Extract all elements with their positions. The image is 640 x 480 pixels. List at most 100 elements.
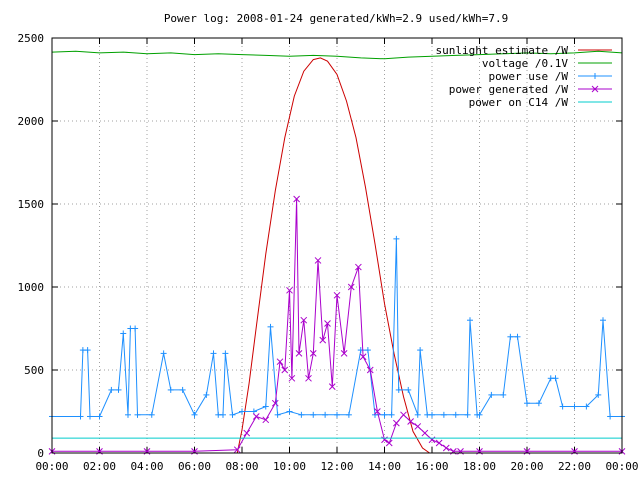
series-power-use-w-point	[345, 411, 352, 418]
y-tick-label: 1500	[18, 198, 45, 211]
series-power-generated-w-point	[374, 408, 381, 415]
x-tick-label: 06:00	[178, 460, 211, 473]
series-power-generated-w	[48, 195, 626, 455]
x-tick-label: 12:00	[320, 460, 353, 473]
series-power-use-w-point	[429, 411, 435, 418]
series-power-use-w-point	[414, 411, 421, 418]
x-tick-label: 20:00	[510, 460, 543, 473]
series-power-generated-w-point	[407, 418, 414, 425]
legend-label: sunlight estimate /W	[436, 44, 569, 57]
series-power-use-w-point	[108, 386, 115, 393]
legend-label: power on C14 /W	[469, 96, 569, 109]
series-power-generated-w-point	[400, 411, 407, 419]
series-power-use-w-point	[405, 386, 412, 393]
legend-sample-marker	[591, 85, 599, 93]
y-tick-label: 2000	[18, 115, 45, 128]
x-tick-label: 10:00	[273, 460, 306, 473]
series-power-use-w-point	[440, 411, 447, 418]
series-power-use-w-point	[310, 411, 317, 418]
series-power-use-w-point	[395, 386, 402, 393]
series-power-generated-w-point	[252, 413, 260, 420]
series-power-use-w-point	[372, 411, 378, 418]
series-power-generated-w-point	[340, 350, 348, 357]
series-power-generated-w-point	[385, 439, 393, 447]
series-power-use-w-point	[452, 411, 459, 418]
series-power-use-w-point	[148, 411, 155, 418]
series-power-generated-w-point	[309, 350, 317, 357]
series-power-use-w-point	[583, 403, 590, 410]
series-power-generated-w-point	[281, 366, 289, 374]
series-power-use-w-point	[229, 411, 236, 418]
series-power-generated-w-point	[314, 257, 322, 264]
series-power-use-w-point	[559, 403, 566, 410]
series-power-use-w-point	[524, 400, 530, 407]
series-power-use-w-point	[364, 347, 371, 354]
series-power-use-w-line	[52, 238, 622, 417]
series-power-generated-w-point	[300, 316, 308, 324]
series-power-use-w-point	[134, 411, 141, 418]
series-power-use-w-point	[381, 411, 388, 418]
series-sunlight-estimate-w	[236, 57, 430, 454]
series-power-generated-w-point	[262, 416, 270, 424]
series-power-generated-w-point	[435, 439, 443, 447]
series-power-use-w-point	[96, 413, 103, 420]
series-power-use-w-point	[334, 411, 340, 418]
series-power-use-w-point	[262, 403, 269, 410]
x-tick-label: 00:00	[605, 460, 638, 473]
series-power-use-w-point	[274, 411, 281, 418]
series-power-generated-w-point	[305, 374, 312, 382]
series-power-use-w-point	[125, 411, 131, 418]
series-power-generated-w-point	[243, 429, 251, 437]
series-sunlight-estimate-w-line	[236, 57, 430, 454]
series-power-use-w-point	[222, 350, 229, 357]
series-power-use-w-point	[210, 350, 217, 357]
series-power-generated-w-point	[442, 444, 450, 452]
x-tick-label: 14:00	[368, 460, 401, 473]
series-power-generated-w-point	[288, 374, 296, 382]
series-power-use-w-point	[600, 317, 606, 324]
series-power-use-w-point	[87, 413, 93, 420]
series-power-generated-w-point	[286, 286, 293, 294]
x-tick-label: 00:00	[35, 460, 68, 473]
series-power-generated-w-point	[366, 366, 374, 374]
series-power-use-w-point	[220, 411, 226, 418]
y-axis-ticks: 0 500 1000 1500 2000 2500	[18, 32, 622, 460]
series-power-generated-w-point	[414, 423, 422, 430]
series-power-use-w-point	[179, 386, 186, 393]
x-tick-label: 22:00	[558, 460, 591, 473]
series-power-generated-w-point	[328, 383, 336, 390]
y-tick-label: 1000	[18, 281, 45, 294]
x-tick-label: 04:00	[130, 460, 163, 473]
series-power-use-w-point	[514, 333, 521, 340]
series-power-use-w-point	[500, 391, 507, 398]
series-power-use-w-point	[267, 323, 274, 330]
series-voltage-0-1v	[51, 50, 623, 60]
chart-title: Power log: 2008-01-24 generated/kWh=2.9 …	[164, 12, 508, 25]
x-tick-label: 08:00	[225, 460, 258, 473]
series-power-use-w-point	[203, 391, 210, 398]
legend-label: power use /W	[489, 70, 569, 83]
y-tick-label: 0	[37, 447, 44, 460]
series-power-generated-w-point	[271, 399, 279, 407]
y-tick-label: 500	[24, 364, 44, 377]
series-power-use-w-point	[388, 411, 395, 418]
series-power-use-w-point	[571, 403, 578, 410]
series-power-use-w-point	[322, 411, 329, 418]
series-power-use-w-point	[120, 330, 127, 337]
series-power-use-w-point	[417, 347, 424, 354]
series-power-generated-w-point	[276, 358, 284, 366]
series-power-use-w-point	[476, 411, 483, 418]
series-power-use-w-point	[115, 386, 122, 393]
series-power-use-w-point	[595, 391, 602, 398]
series-power-use-w-point	[160, 350, 167, 357]
grid-lines	[52, 38, 622, 453]
series-layer	[48, 50, 626, 455]
series-power-use-w-point	[464, 411, 471, 418]
series-power-generated-w-point	[333, 291, 341, 299]
series-power-generated-w-point	[347, 283, 355, 291]
series-power-use-w-point	[535, 400, 542, 407]
series-power-use-w	[49, 235, 625, 420]
series-power-use-w-point	[507, 333, 514, 340]
series-power-generated-w-point	[324, 320, 331, 327]
